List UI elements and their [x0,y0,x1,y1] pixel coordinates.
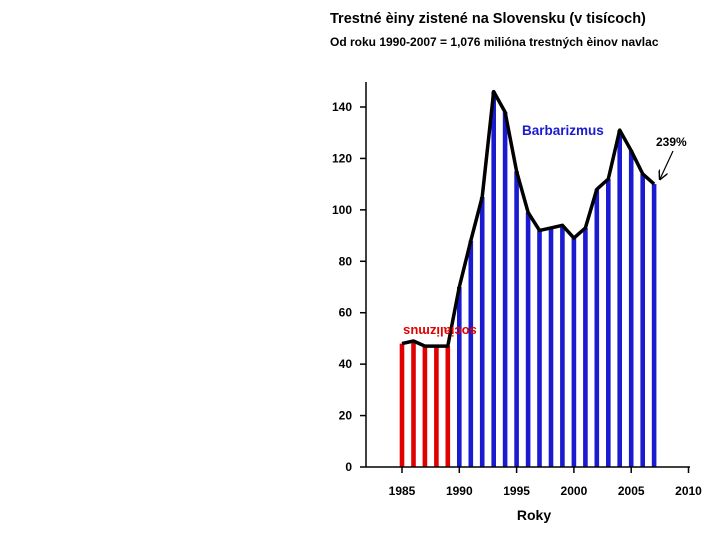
y-tick-label-120: 120 [332,151,352,165]
bar-1994 [502,112,508,467]
bar-2004 [617,130,622,467]
chart-subtitle: Od roku 1990-2007 = 1,076 milióna trestn… [330,35,659,49]
bar-1985 [399,343,405,467]
trend-outline [401,89,656,348]
y-tick-label-60: 60 [339,306,353,320]
bar-1993 [491,91,496,467]
x-tick-label-2010: 2010 [675,484,702,498]
bar-2003 [606,179,611,467]
bar-2000 [571,238,577,467]
y-tick-label-140: 140 [332,100,352,114]
bar-1990 [457,287,462,467]
bar-1992 [479,197,485,467]
bar-1999 [560,225,565,467]
bar-2001 [583,227,588,467]
bar-1991 [468,240,474,467]
bar-2005 [628,150,634,467]
growth-percent-label: 239% [656,135,687,149]
socializmus-label: socializmus [403,324,477,339]
x-tick-label-2000: 2000 [561,484,588,498]
y-tick-label-20: 20 [339,409,353,423]
x-tick-label-2005: 2005 [618,484,645,498]
barbarizmus-label: Barbarizmus [522,123,604,138]
x-tick-label-1995: 1995 [503,484,530,498]
y-tick-label-40: 40 [339,357,353,371]
x-tick-label-1990: 1990 [446,484,473,498]
bar-1996 [525,212,531,467]
bars-group [399,91,657,468]
bar-1988 [434,346,439,467]
x-tick-label-1985: 1985 [389,484,416,498]
y-tick-label-0: 0 [345,460,352,474]
bar-2007 [651,184,657,467]
x-ticks-group: 1985 1990 1995 2000 2005 2010 [389,467,702,498]
growth-arrow-icon [660,150,674,179]
bar-1997 [537,230,542,467]
chart-title: Trestné èiny zistené na Slovensku (v tis… [330,11,646,27]
y-tick-label-80: 80 [339,254,353,268]
x-axis-label: Roky [517,507,551,523]
y-ticks-group: 0 20 40 60 80 100 120 140 [332,100,366,474]
bar-1987 [422,346,428,467]
bar-1998 [548,227,554,467]
bar-2002 [594,189,600,468]
bar-1995 [514,171,519,468]
bar-1986 [411,341,416,467]
bar-2006 [640,173,645,467]
bar-1989 [445,346,451,467]
y-tick-label-100: 100 [332,203,352,217]
